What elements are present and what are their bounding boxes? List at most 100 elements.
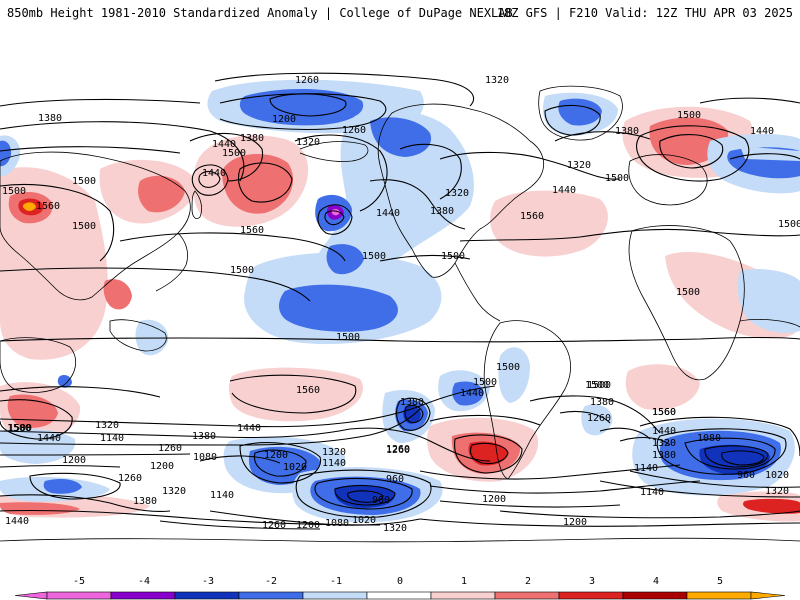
contour-label: 1140 [322,458,346,469]
east-asia-coast [155,232,188,292]
contour-line [399,143,462,200]
map-title: 850mb Height 1981-2010 Standardized Anom… [7,6,513,20]
contour-label: 1020 [352,515,376,526]
anomaly-patch [22,202,36,211]
contour-label: 1500 [72,221,96,232]
anomaly-patch [278,284,398,332]
contour-line [199,455,281,464]
contour-label: 1320 [445,188,469,199]
contour-label: 1440 [552,185,576,196]
height-contours [0,72,800,530]
contour-line [721,450,765,466]
central-america-outline [454,262,501,322]
contour-line [619,436,671,446]
contour-label: 1260 [262,520,286,531]
contour-line [659,134,724,169]
contour-line [529,395,661,434]
contour-label: 1200 [272,114,296,125]
south-america-outline [483,320,571,480]
contour-label: 1500 [473,377,497,388]
contour-line [0,184,115,262]
contour-label: 1500 [676,287,700,298]
contour-label: 1560 [520,211,544,222]
contour-label: 900 [372,495,390,506]
anomaly-patch [43,479,82,494]
contour-line [119,232,346,262]
contour-line [459,228,800,242]
contour-line [559,410,611,424]
contour-line [699,97,800,104]
anomaly-patch [103,279,132,310]
contour-line [599,427,651,440]
legend-swatch [110,591,176,600]
legend-tick: 0 [397,576,403,587]
contour-label: 1440 [202,168,226,179]
contour-line [349,427,491,462]
contour-label: 1080 [697,433,721,444]
contour-label: 1380 [38,113,62,124]
contour-label: 1320 [322,447,346,458]
anomaly-patch [239,89,364,126]
contour-label: 1500 [605,173,629,184]
contour-line [429,480,701,494]
contour-line [237,162,293,203]
contour-label: 1560 [296,385,320,396]
contour-label: 1440 [376,208,400,219]
contour-line [159,520,321,530]
contour-label: 1500 [362,251,386,262]
contour-label: 1200 [563,517,587,528]
contour-line [0,428,351,439]
legend-tick: -2 [265,576,277,587]
europe-outline [628,154,708,206]
anomaly-patch [452,381,484,406]
contour-label: 1140 [634,463,658,474]
contour-label: 1260 [386,445,410,456]
contour-line [439,500,621,508]
contour-label: 1200 [296,520,320,531]
anomaly-patch [57,374,72,388]
asia-outline [0,151,191,301]
contour-label: 1560 [652,407,676,418]
contour-line [656,428,787,475]
legend-swatch [46,591,112,600]
contour-label: 1260 [587,413,611,424]
contour-label: 1020 [765,470,789,481]
contour-line [419,518,800,527]
contour-line [429,414,541,426]
contour-label: 1380 [615,126,639,137]
contour-line [189,132,264,182]
contour-label: 1500 [2,186,26,197]
contour-label: 1380 [430,206,454,217]
contour-line [0,121,245,182]
contour-label: 1020 [283,462,307,473]
contour-label: 1380 [590,397,614,408]
contour-label: 1440 [237,423,261,434]
contour-line [704,445,769,468]
contour-line [198,170,221,188]
contour-label: 1140 [210,490,234,501]
legend-swatch [366,591,432,600]
contour-label: 1080 [325,518,349,529]
model-run-label: 18Z GFS | F210 Valid: 12Z THU APR 03 202… [496,6,793,20]
contour-label: 1200 [482,494,506,505]
contour-label: 1440 [37,433,61,444]
legend-swatch [558,591,624,600]
contour-line [253,449,307,477]
contour-line [0,386,161,398]
contour-label: 1560 [652,407,676,418]
contour-line [324,210,345,226]
contour-label: 1440 [750,126,774,137]
contour-label: 1320 [652,438,676,449]
contour-label: 1200 [62,455,86,466]
legend-tick: -3 [202,576,214,587]
contour-line [499,510,800,519]
legend-arrow-left [14,591,48,600]
contour-line [454,434,523,474]
contour-label: 1320 [162,486,186,497]
contour-line [0,146,181,154]
contour-label: 1440 [212,139,236,150]
contour-line [0,453,191,456]
contour-line [469,442,509,465]
anomaly-patch [625,364,700,410]
north-america-outline [377,103,544,278]
